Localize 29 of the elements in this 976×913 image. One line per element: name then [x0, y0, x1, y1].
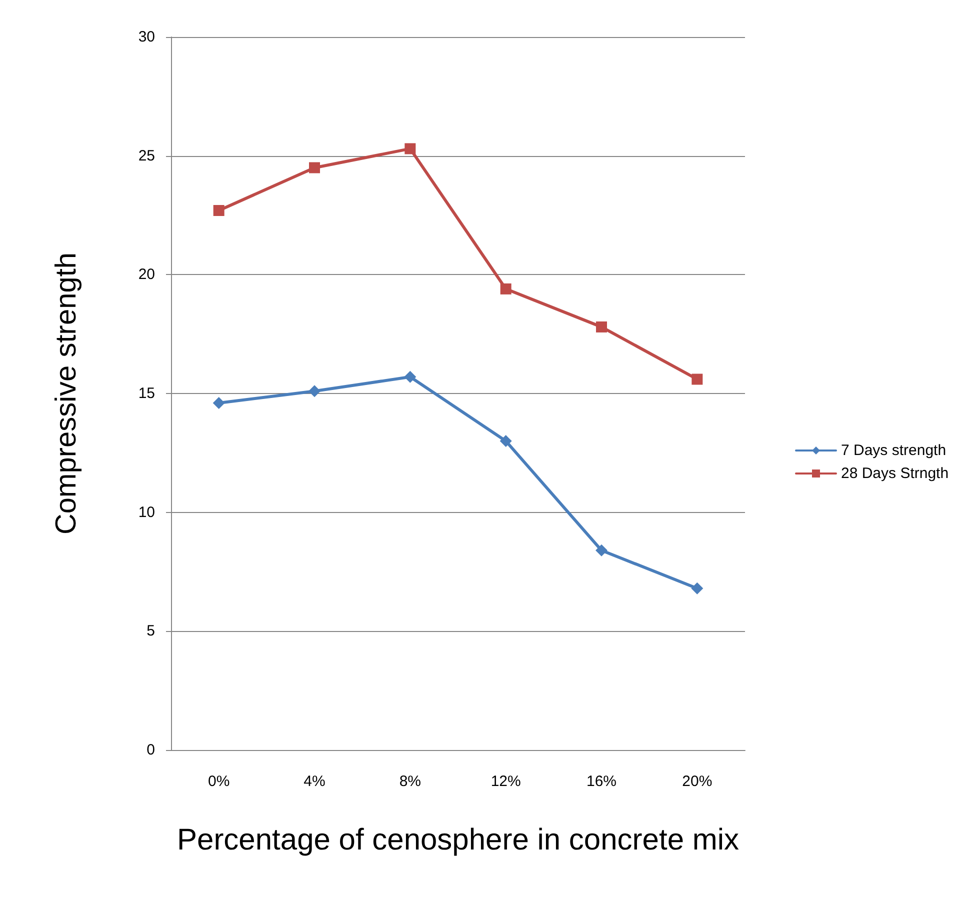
y-tick-label: 20 — [138, 266, 155, 284]
point — [212, 397, 225, 410]
point — [500, 283, 512, 294]
x-tick-label: 16% — [586, 773, 617, 790]
y-tick-label: 25 — [138, 147, 155, 164]
x-tick-label: 8% — [399, 773, 422, 790]
point — [692, 374, 703, 385]
point — [404, 370, 416, 383]
x-tick-label: 20% — [682, 773, 712, 790]
legend-label: 28 Days Strngth — [841, 465, 949, 482]
point — [404, 143, 416, 154]
y-tick-label: 0 — [146, 742, 155, 758]
x-tick-label: 0% — [208, 773, 230, 790]
legend-label: 7 Days strength — [841, 442, 946, 459]
x-tick-label: 4% — [304, 773, 326, 790]
x-axis-title: Percentage of cenosphere in concrete mix — [177, 824, 739, 856]
point — [596, 321, 607, 332]
y-tick-label: 15 — [138, 385, 155, 402]
point — [213, 204, 224, 216]
point — [308, 385, 320, 398]
point — [500, 435, 512, 448]
y-axis-title: Compressive strength — [50, 252, 82, 535]
y-tick-label: 10 — [138, 504, 155, 521]
point — [596, 544, 608, 556]
point — [691, 582, 704, 594]
x-tick-label: 12% — [490, 773, 521, 790]
point — [309, 162, 320, 174]
y-tick-label: 30 — [138, 28, 155, 46]
y-tick-label: 5 — [146, 622, 155, 640]
